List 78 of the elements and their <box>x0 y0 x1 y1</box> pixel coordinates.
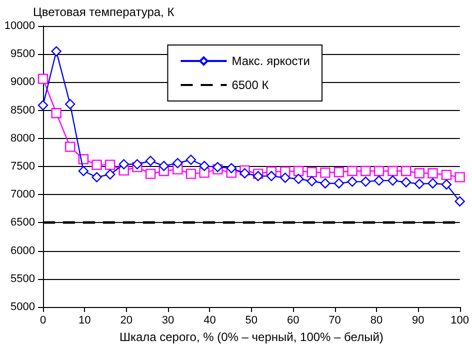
x-tick-label: 30 <box>162 314 174 326</box>
point <box>374 175 384 186</box>
y-tick-label: 7500 <box>10 160 35 172</box>
y-tick-label: 8000 <box>10 132 35 144</box>
y-tick-label: 8500 <box>10 104 35 116</box>
y-tick-label: 5500 <box>10 272 35 285</box>
point <box>105 160 116 170</box>
x-tick-label: 80 <box>370 314 383 326</box>
point <box>293 174 304 184</box>
point <box>145 168 156 179</box>
point <box>347 176 358 187</box>
point <box>240 168 250 178</box>
point <box>64 99 76 110</box>
x-axis-title: Шкала серого, % (0% – черный, 100% – белый) <box>119 330 384 344</box>
point <box>186 168 196 179</box>
y-tick-label: 9000 <box>10 76 35 88</box>
point <box>414 178 424 190</box>
point <box>51 46 62 56</box>
point <box>186 154 196 165</box>
point <box>38 74 48 84</box>
point <box>454 196 465 206</box>
point <box>360 176 371 187</box>
point <box>92 160 102 170</box>
legend-label: Макс. яркости <box>232 54 310 68</box>
y-axis-title: Цветовая температура, К <box>33 5 174 19</box>
y-tick-label: 10000 <box>4 20 35 32</box>
point <box>212 162 223 172</box>
point <box>132 159 142 170</box>
x-tick-label: 100 <box>450 314 470 326</box>
point <box>441 179 452 190</box>
point <box>199 160 210 172</box>
y-tick-label: 9500 <box>10 48 35 60</box>
x-tick-label: 90 <box>412 314 424 326</box>
x-tick-label: 50 <box>245 314 258 326</box>
y-tick-label: 6500 <box>10 216 35 229</box>
y-tick-label: 6000 <box>10 244 35 257</box>
point <box>293 166 304 176</box>
y-tick-label: 5000 <box>10 301 35 313</box>
point <box>454 172 465 182</box>
point <box>388 175 398 186</box>
x-tick-label: 10 <box>78 314 91 326</box>
point <box>145 156 156 166</box>
point <box>92 172 102 182</box>
point <box>51 108 62 118</box>
point <box>334 178 344 188</box>
point <box>306 176 317 186</box>
point <box>347 166 358 176</box>
point <box>306 167 317 178</box>
x-tick-label: 0 <box>40 314 46 326</box>
y-tick-label: 7000 <box>10 188 35 201</box>
x-tick-label: 40 <box>204 314 216 326</box>
point <box>320 178 330 188</box>
point <box>334 167 344 178</box>
point <box>280 172 290 183</box>
x-tick-label: 60 <box>286 314 300 326</box>
point <box>118 159 129 170</box>
point <box>64 142 76 152</box>
point <box>38 100 48 110</box>
point <box>428 178 438 188</box>
point <box>400 166 412 176</box>
point <box>374 166 384 176</box>
x-tick-label: 20 <box>120 314 132 326</box>
point <box>105 169 116 180</box>
point <box>414 168 424 178</box>
point <box>266 170 277 182</box>
point <box>158 160 169 172</box>
point <box>428 168 438 178</box>
legend-label: 6500 К <box>232 78 269 92</box>
point <box>400 177 412 188</box>
point <box>388 166 398 176</box>
x-tick-label: 70 <box>328 314 341 326</box>
point <box>252 170 264 182</box>
point <box>441 170 452 180</box>
point <box>320 168 330 178</box>
point <box>360 166 371 176</box>
point <box>226 163 237 174</box>
point <box>172 158 183 168</box>
point <box>78 166 89 176</box>
